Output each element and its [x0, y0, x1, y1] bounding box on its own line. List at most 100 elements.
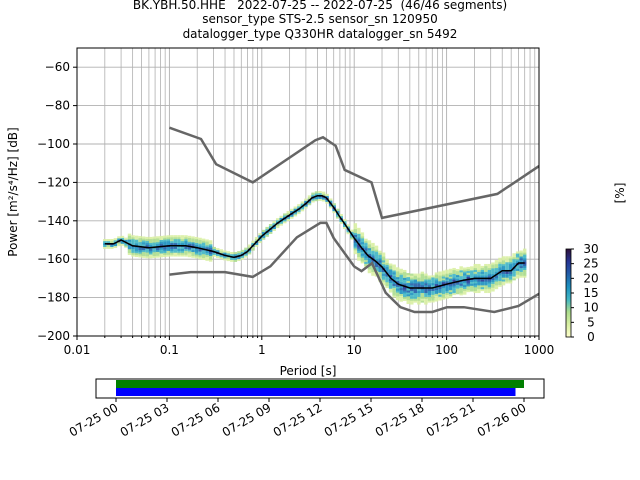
pdf-cell — [261, 231, 266, 234]
pdf-cell — [198, 255, 202, 258]
pdf-cell — [166, 242, 171, 246]
pdf-cell — [477, 273, 481, 276]
y-tick-label: −160 — [37, 252, 70, 266]
pdf-cell — [381, 262, 386, 265]
pdf-cell — [519, 250, 523, 253]
pdf-cell — [385, 285, 389, 289]
pdf-cell — [462, 269, 467, 272]
pdf-cell — [505, 267, 509, 270]
pdf-cell — [498, 282, 502, 285]
pdf-cell — [462, 277, 467, 280]
pdf-cell — [145, 242, 149, 245]
pdf-cell — [508, 279, 513, 282]
timeline-tick-label: 07-25 03 — [118, 400, 172, 439]
pdf-cell — [484, 288, 488, 292]
pdf-cell — [339, 215, 343, 219]
pdf-cell — [325, 193, 329, 197]
pdf-cell — [163, 254, 167, 257]
pdf-cell — [152, 250, 156, 253]
pdf-cell — [417, 279, 421, 282]
pdf-cell — [187, 249, 192, 252]
pdf-cell — [406, 288, 410, 291]
pdf-cell — [441, 287, 446, 291]
pdf-heatmap — [103, 191, 527, 305]
pdf-cell — [392, 291, 396, 294]
pdf-cell — [293, 214, 298, 217]
pdf-cell — [156, 247, 160, 250]
pdf-cell — [388, 286, 393, 289]
pdf-cell — [219, 249, 223, 252]
pdf-cell — [522, 267, 527, 270]
pdf-cell — [180, 248, 185, 251]
pdf-cell — [385, 266, 389, 269]
pdf-cell — [519, 271, 523, 274]
pdf-cell — [198, 245, 202, 248]
pdf-cell — [205, 241, 209, 244]
pdf-cell — [131, 246, 135, 249]
pdf-cell — [445, 292, 449, 295]
pdf-cell — [494, 269, 499, 272]
pdf-cell — [445, 288, 449, 292]
pdf-cell — [395, 267, 400, 270]
pdf-cell — [152, 251, 156, 255]
pdf-cell — [198, 251, 202, 254]
mode-curve-line — [104, 195, 525, 289]
pdf-cell — [402, 289, 407, 292]
pdf-cell — [494, 277, 499, 280]
pdf-cell — [438, 281, 442, 284]
pdf-cell — [205, 247, 209, 250]
pdf-cell — [519, 269, 523, 272]
pdf-cell — [477, 281, 481, 284]
pdf-cell — [191, 236, 195, 239]
pdf-cell — [392, 274, 396, 277]
pdf-cell — [166, 254, 171, 257]
pdf-cell — [127, 248, 132, 252]
pdf-cell — [455, 284, 460, 287]
pdf-cell — [251, 242, 255, 245]
pdf-cell — [413, 294, 418, 297]
pdf-cell — [498, 269, 502, 272]
pdf-cell — [272, 228, 276, 231]
pdf-cell — [240, 255, 245, 258]
pdf-cell — [477, 269, 481, 272]
pdf-cell — [413, 285, 418, 288]
pdf-cell — [208, 253, 213, 256]
pdf-cell — [402, 287, 407, 290]
pdf-cell — [392, 295, 396, 298]
chart-title-line-3: datalogger_type Q330HR datalogger_sn 549… — [182, 27, 458, 41]
pdf-cell — [381, 271, 386, 274]
pdf-cell — [300, 201, 305, 204]
pdf-cell — [381, 275, 386, 278]
pdf-cell — [223, 256, 227, 259]
pdf-cell — [367, 271, 372, 274]
coverage-bar — [116, 388, 516, 396]
pdf-cell — [187, 239, 192, 242]
pdf-cell — [413, 298, 418, 301]
pdf-cell — [350, 235, 354, 238]
pdf-cell — [494, 286, 499, 290]
pdf-cell — [367, 247, 372, 251]
pdf-cell — [364, 244, 368, 247]
pdf-cell — [134, 239, 139, 242]
pdf-cell — [498, 280, 502, 284]
pdf-cell — [480, 269, 485, 272]
pdf-cell — [247, 244, 252, 247]
pdf-cell — [163, 237, 167, 240]
pdf-cell — [353, 240, 358, 243]
pdf-cell — [473, 288, 478, 292]
pdf-cell — [512, 260, 516, 264]
pdf-cell — [512, 253, 516, 256]
pdf-cell — [184, 242, 188, 246]
pdf-cell — [434, 295, 439, 298]
pdf-cell — [505, 256, 509, 259]
pdf-cell — [434, 291, 439, 294]
pdf-cell — [339, 221, 343, 224]
pdf-cell — [134, 237, 139, 240]
pdf-cell — [357, 235, 361, 238]
pdf-cell — [508, 271, 513, 274]
pdf-cell — [152, 255, 156, 258]
pdf-cell — [283, 213, 287, 216]
pdf-cell — [254, 242, 259, 245]
pdf-cell — [230, 253, 234, 257]
pdf-cell — [367, 249, 372, 253]
